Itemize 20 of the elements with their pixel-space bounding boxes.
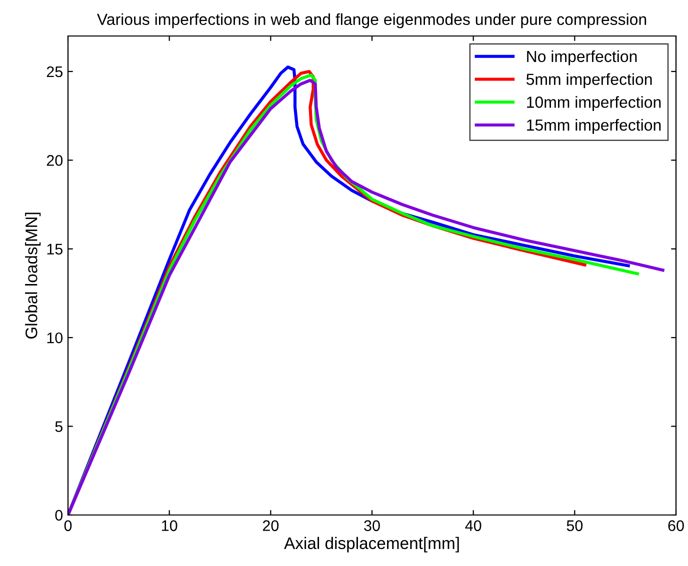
x-tick-label: 0 (64, 520, 72, 532)
y-axis-title: Global loads[MN] (25, 212, 41, 339)
x-tick-label: 40 (465, 520, 482, 532)
x-tick-label: 50 (566, 520, 583, 532)
x-tick-label: 10 (162, 520, 178, 532)
y-tick-label: 5 (55, 421, 62, 432)
x-tick-label: 20 (262, 520, 279, 532)
legend-label: No imperfection (527, 50, 637, 66)
x-tick-label: 60 (668, 520, 684, 532)
legend-label: 15mm imperfection (527, 119, 661, 134)
y-tick-label: 0 (55, 510, 63, 521)
y-tick-label: 20 (46, 155, 63, 166)
chart-title: Various imperfections in web and flange eigenmodes under pure compression (97, 13, 646, 28)
legend-label: 10mm imperfection (527, 96, 661, 112)
legend-label: 5mm imperfection (526, 73, 652, 88)
y-tick-label: 25 (46, 66, 62, 78)
y-tick-label: 10 (47, 332, 63, 344)
x-tick-label: 30 (364, 520, 380, 532)
y-tick-label: 15 (47, 244, 62, 255)
x-axis-title: Axial displacement[mm] (284, 536, 459, 552)
